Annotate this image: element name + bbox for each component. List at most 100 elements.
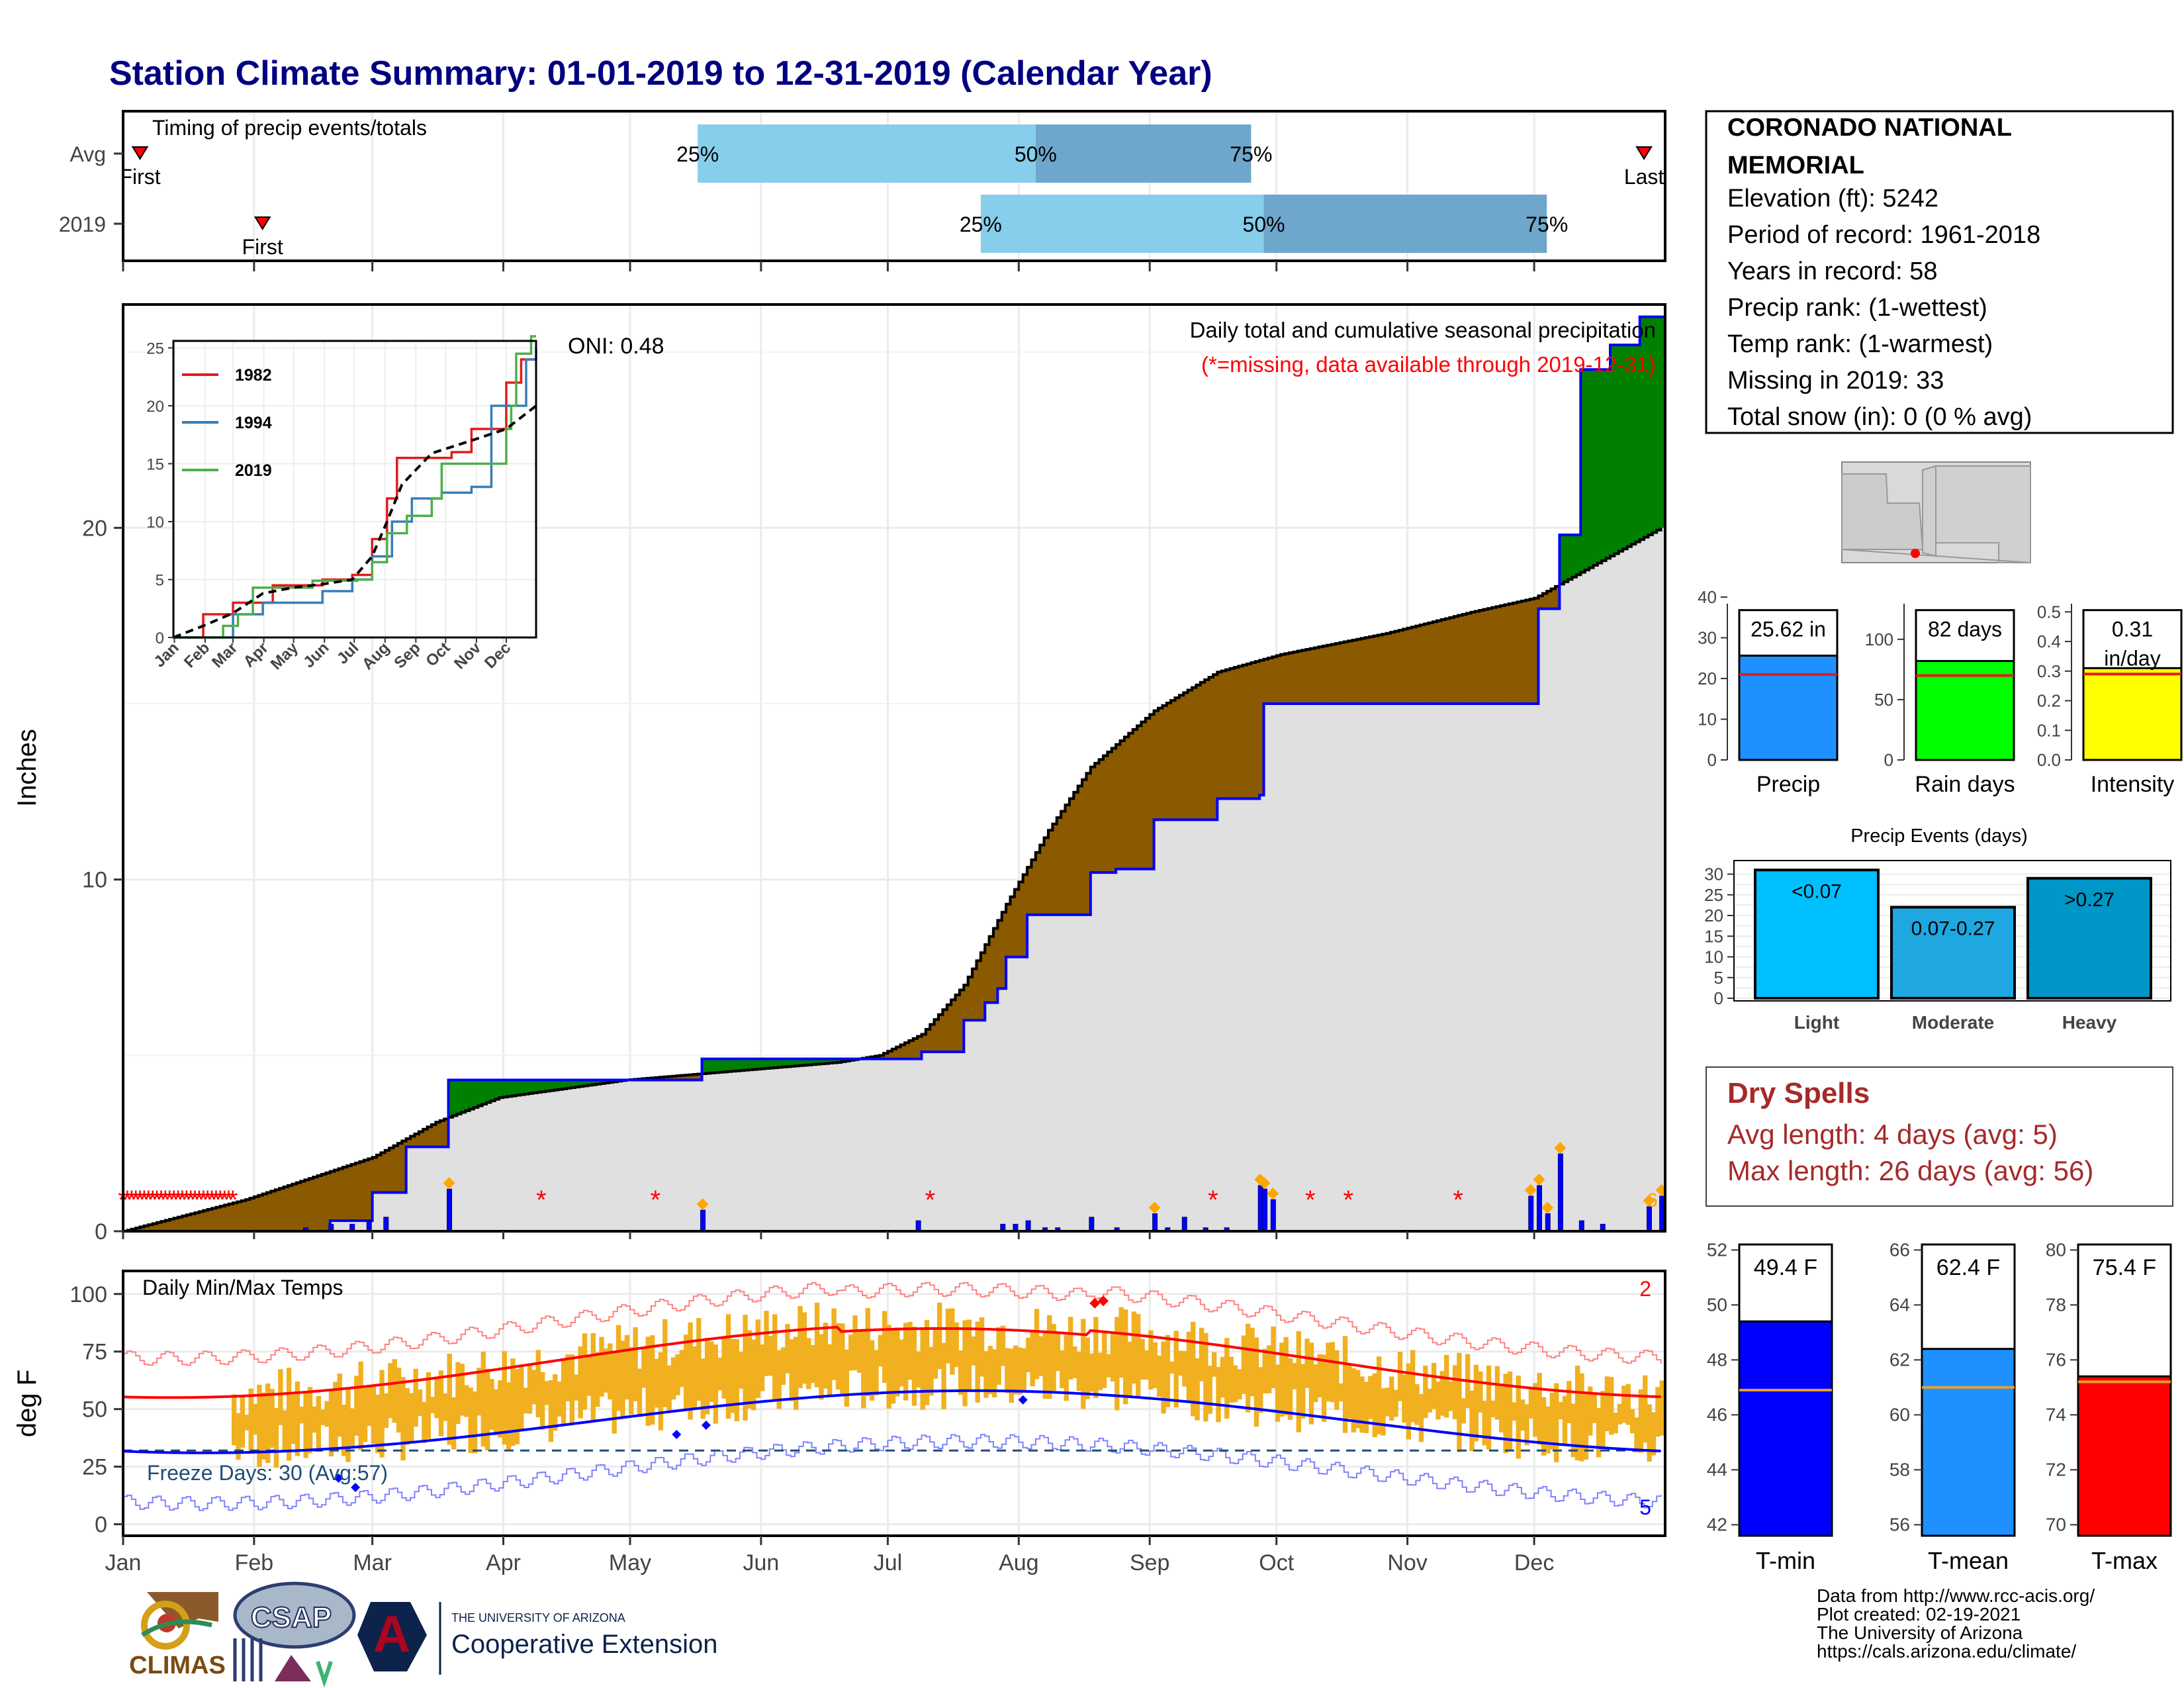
timing-row-label: 2019 (59, 212, 106, 236)
daily-temp-range (971, 1336, 976, 1366)
daily-temp-range (1431, 1362, 1437, 1409)
daily-temp-range (814, 1302, 820, 1387)
missing-day-marker: * (152, 1186, 162, 1215)
surplus-area (1623, 345, 1628, 549)
inset-ytick-label: 5 (156, 572, 164, 590)
deficit-area (1187, 690, 1193, 820)
inset-line-1994 (173, 348, 537, 639)
missing-day-marker: * (177, 1186, 188, 1215)
missing-day-marker: * (148, 1186, 158, 1215)
daily-temp-range (789, 1339, 794, 1401)
daily-precip-bar (1659, 1196, 1665, 1231)
daily-temp-range (975, 1321, 980, 1403)
deficit-area (1099, 759, 1104, 873)
average-high-line (123, 1325, 1661, 1399)
daily-precip-bar (1270, 1199, 1276, 1231)
daily-temp-range (392, 1359, 397, 1423)
precip-event-tick-label: 30 (1704, 865, 1723, 884)
surplus-area (705, 1058, 711, 1074)
daily-temp-range (1596, 1408, 1602, 1458)
deficit-area (685, 1075, 690, 1080)
daily-temp-range (1638, 1389, 1644, 1453)
daily-temp-range (430, 1397, 435, 1413)
intensity-marker (1533, 1173, 1545, 1186)
deficit-area (1394, 631, 1400, 704)
missing-day-marker: * (211, 1186, 222, 1215)
daily-temp-range (1338, 1383, 1343, 1402)
temp-title: Daily Min/Max Temps (142, 1276, 343, 1299)
surplus-area (494, 1080, 500, 1100)
missing-day-marker: * (194, 1186, 205, 1215)
timing-marker (131, 146, 149, 160)
deficit-area (1166, 702, 1171, 820)
daily-temp-range (797, 1306, 803, 1389)
deficit-area (144, 1225, 149, 1231)
deficit-area (1475, 611, 1480, 704)
deficit-area (1158, 708, 1163, 820)
surplus-area (541, 1080, 546, 1092)
daily-precip-bar (1545, 1213, 1551, 1231)
surplus-area (537, 1080, 542, 1093)
daily-temp-range (1216, 1367, 1221, 1423)
precip-event-tick-label: 10 (1704, 947, 1723, 967)
daily-temp-range (1292, 1362, 1297, 1389)
deficit-area (232, 1203, 238, 1231)
daily-temp-range (751, 1339, 756, 1411)
daily-temp-range (261, 1392, 267, 1460)
daily-temp-range (324, 1401, 330, 1427)
surplus-area (820, 1058, 825, 1064)
footer-credit-line: The University of Arizona (1817, 1622, 2023, 1643)
daily-temp-range (1228, 1356, 1234, 1403)
timing-bar-50-75 (1263, 195, 1547, 253)
daily-temp-range (713, 1344, 719, 1424)
timing-marker-label: Last (1624, 165, 1664, 189)
deficit-area (1132, 729, 1138, 869)
month-label: May (609, 1550, 651, 1575)
daily-temp-range (1110, 1333, 1116, 1382)
deficit-area (1390, 632, 1396, 704)
month-label: Jun (743, 1550, 780, 1575)
daily-precip-bar (1646, 1206, 1652, 1231)
deficit-area (887, 1051, 893, 1059)
deficit-area (1056, 818, 1062, 915)
deficit-area (896, 1047, 901, 1059)
daily-temp-range (645, 1336, 651, 1426)
deficit-area (938, 1014, 944, 1053)
deficit-area (148, 1225, 154, 1231)
daily-temp-range (1469, 1390, 1475, 1452)
summary-category-label: Rain days (1915, 772, 2015, 797)
daily-temp-range (1604, 1376, 1610, 1432)
daily-temp-range (578, 1346, 583, 1419)
daily-precip-bar (1025, 1220, 1031, 1231)
daily-temp-range (658, 1352, 664, 1430)
deficit-area (698, 1074, 703, 1080)
intensity-marker (1643, 1194, 1655, 1207)
daily-temp-range (252, 1403, 258, 1435)
missing-day-marker: * (181, 1186, 192, 1215)
daily-temp-range (700, 1358, 705, 1419)
month-label: Feb (235, 1550, 274, 1575)
daily-temp-range (1127, 1341, 1132, 1397)
month-label: Mar (353, 1550, 392, 1575)
missing-note: (*=missing, data available through 2019-… (1201, 352, 1656, 377)
timing-bar-50-75 (1035, 124, 1251, 183)
surplus-area (1602, 369, 1607, 561)
daily-temp-range (801, 1312, 807, 1384)
deficit-area (1504, 604, 1510, 704)
surplus-area (799, 1058, 804, 1066)
precip-event-value-label: <0.07 (1792, 880, 1842, 902)
deficit-area (300, 1181, 306, 1231)
month-label: Jul (874, 1550, 902, 1575)
daily-temp-range (950, 1308, 955, 1375)
daily-temp-range (831, 1308, 837, 1380)
daily-temp-range (269, 1389, 275, 1448)
timing-p25-label: 25% (960, 212, 1002, 236)
deficit-area (934, 1019, 939, 1053)
summary-value-label: 0.31 (2112, 618, 2153, 641)
summary-tick-label: 40 (1698, 587, 1717, 607)
deficit-area (879, 1055, 884, 1059)
deficit-area (680, 1075, 686, 1080)
temp-summary-bars: 49.4 F 42 44 46 48 50 52 T-min 62.4 F 56 58 60 62 64 6… (1707, 1239, 2172, 1574)
daily-temp-range (400, 1377, 406, 1461)
missing-day-marker: * (1343, 1186, 1353, 1215)
